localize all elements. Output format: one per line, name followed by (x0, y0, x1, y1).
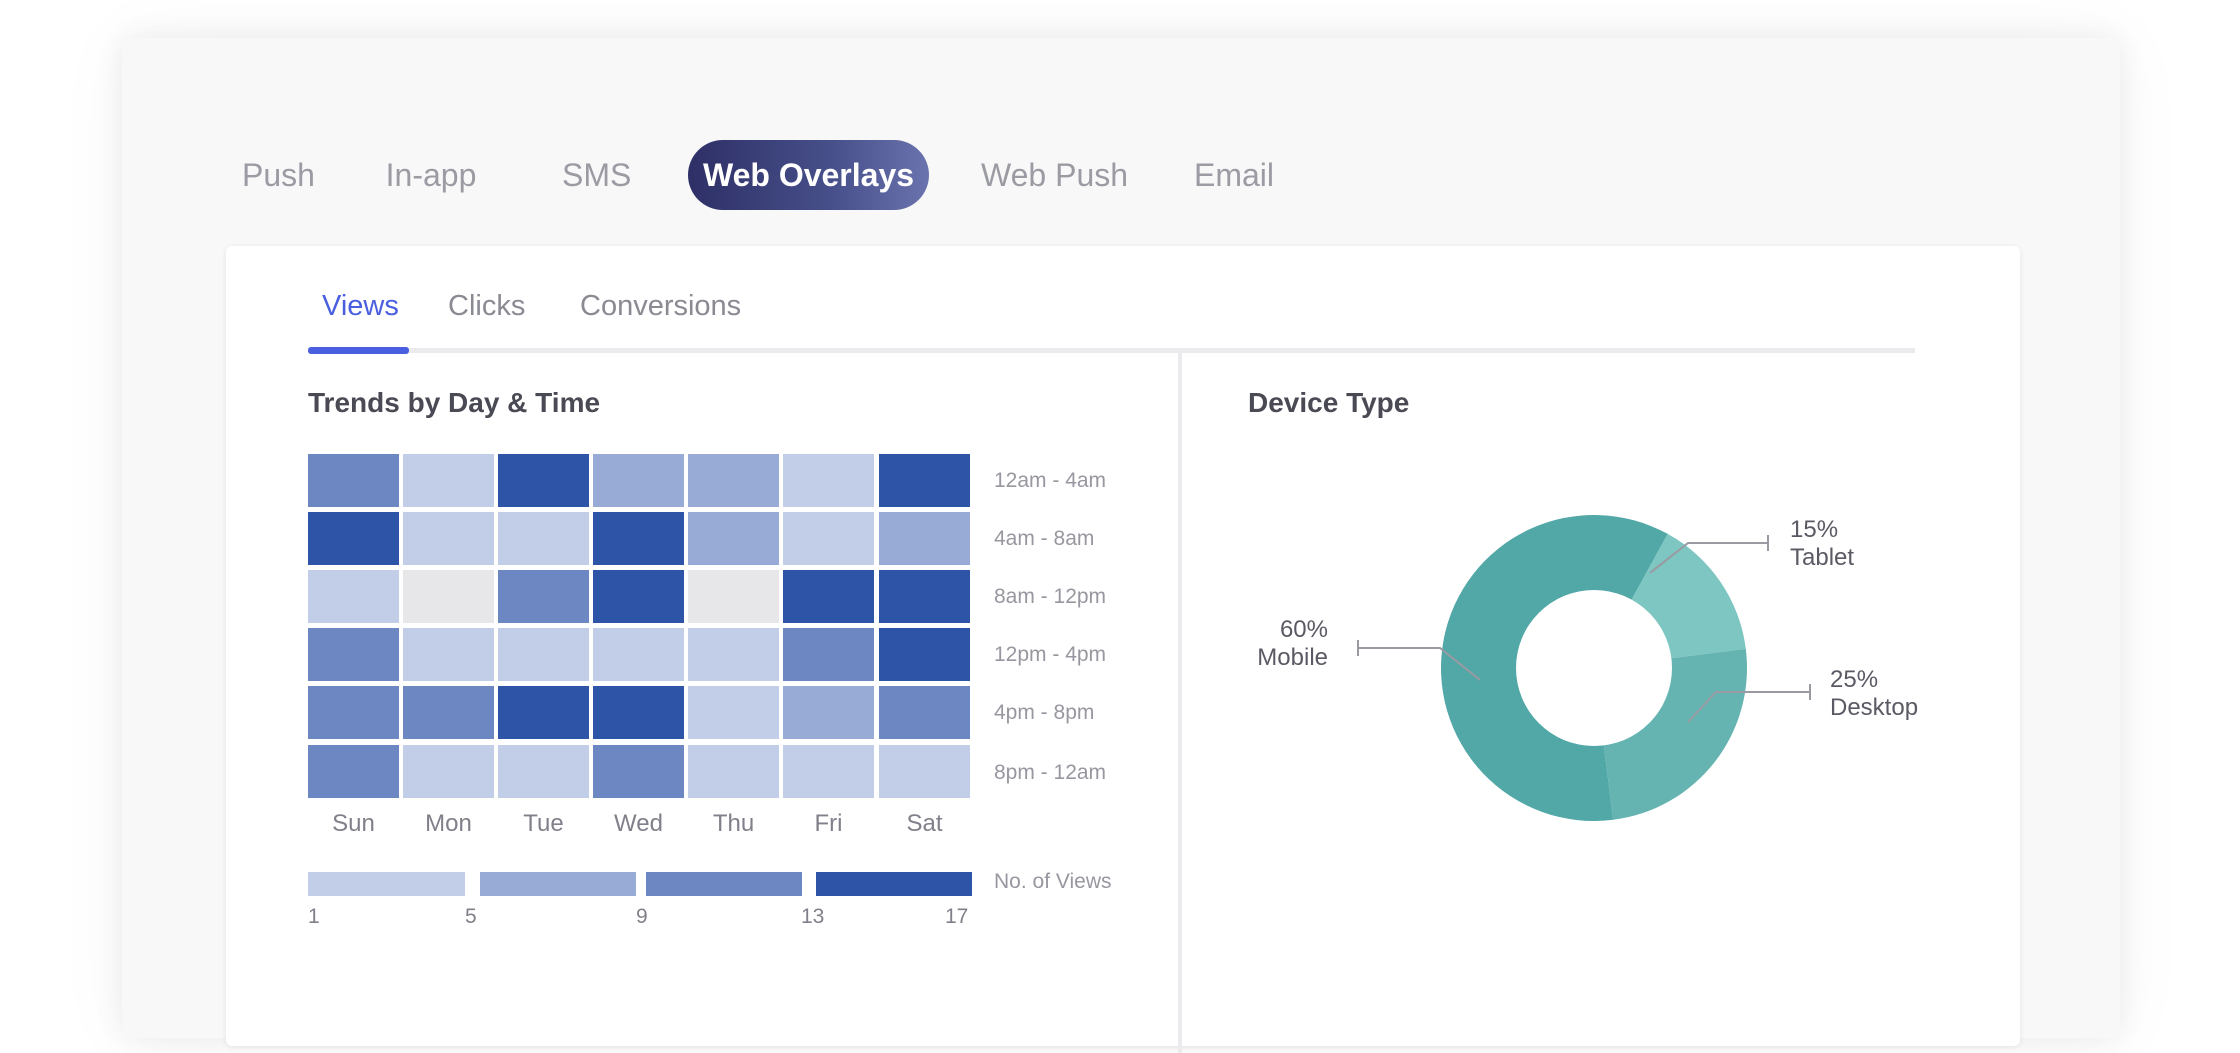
heatmap-cell (879, 686, 970, 739)
heatmap-cell (593, 745, 684, 798)
heatmap-cell (879, 454, 970, 507)
day-label: Fri (814, 810, 843, 837)
heatmap-cell (688, 686, 779, 739)
tab-web-overlays[interactable]: Web Overlays (688, 140, 929, 210)
heatmap-cell (403, 628, 494, 681)
tab-in-app[interactable]: In-app (385, 157, 477, 193)
day-label: Mon (425, 810, 472, 837)
heatmap-cell (403, 454, 494, 507)
heatmap-cell (688, 570, 779, 623)
row-label: 4am - 8am (994, 527, 1095, 550)
mobile-percent: 60% (1279, 616, 1328, 643)
legend-swatch-1 (308, 872, 465, 896)
heatmap-cell (403, 686, 494, 739)
day-label: Sun (332, 810, 375, 837)
heatmap-cell (403, 512, 494, 565)
legend-swatch-4 (816, 872, 972, 896)
desktop-percent: 25% (1830, 666, 1879, 693)
heatmap-cell (879, 570, 970, 623)
heatmap-title: Trends by Day & Time (308, 387, 601, 418)
tab-conversions[interactable]: Conversions (580, 290, 742, 322)
heatmap-cell (688, 628, 779, 681)
heatmap-cell (498, 745, 589, 798)
day-label: Sat (906, 810, 943, 837)
heatmap-cell (593, 686, 684, 739)
heatmap-cell (593, 512, 684, 565)
legend-swatch-2 (480, 872, 636, 896)
legend-title: No. of Views (994, 870, 1112, 893)
tablet-name: Tablet (1790, 544, 1855, 571)
legend-tick: 17 (945, 905, 969, 928)
analytics-panel (226, 246, 2020, 1046)
heatmap-cell (593, 628, 684, 681)
heatmap-cell (783, 686, 874, 739)
tab-views[interactable]: Views (322, 290, 399, 322)
legend-swatch-3 (646, 872, 802, 896)
legend-tick: 1 (308, 905, 320, 928)
heatmap-cell (498, 454, 589, 507)
active-tab-indicator (308, 347, 409, 354)
device-type-title: Device Type (1248, 387, 1410, 418)
tab-sms[interactable]: SMS (562, 157, 632, 193)
tab-push[interactable]: Push (242, 157, 315, 193)
heatmap-cell (498, 512, 589, 565)
heatmap-cell (593, 570, 684, 623)
day-label: Wed (614, 810, 663, 837)
desktop-name: Desktop (1830, 694, 1919, 721)
heatmap-cell (308, 454, 399, 507)
tab-email[interactable]: Email (1193, 157, 1274, 193)
tab-web-push[interactable]: Web Push (981, 157, 1129, 193)
heatmap-cell (403, 570, 494, 623)
heatmap-cell (593, 454, 684, 507)
heatmap-cell (783, 512, 874, 565)
heatmap-cell (308, 570, 399, 623)
mobile-name: Mobile (1257, 644, 1328, 671)
heatmap-cell (783, 570, 874, 623)
metric-tab-bar: Views Clicks Conversions (308, 290, 1915, 350)
mobile-label: 60% Mobile (1256, 616, 1328, 672)
row-label: 12pm - 4pm (994, 643, 1107, 666)
day-label: Tue (523, 810, 564, 837)
heatmap-cell (308, 512, 399, 565)
heatmap-cell (403, 745, 494, 798)
row-label: 4pm - 8pm (994, 701, 1095, 724)
row-label: 8am - 12pm (994, 585, 1107, 608)
heatmap-cell (688, 745, 779, 798)
heatmap-cell (879, 628, 970, 681)
heatmap-cell (308, 745, 399, 798)
day-label: Thu (712, 810, 755, 837)
heatmap-cell (498, 570, 589, 623)
heatmap-cell (688, 454, 779, 507)
tab-clicks[interactable]: Clicks (448, 290, 526, 322)
heatmap-cell (308, 686, 399, 739)
tablet-label: 15% Tablet (1790, 516, 1854, 572)
heatmap-cell (879, 745, 970, 798)
tablet-percent: 15% (1790, 516, 1839, 543)
heatmap-cell (498, 628, 589, 681)
heatmap-cell (783, 628, 874, 681)
row-label: 8pm - 12am (994, 761, 1107, 784)
legend-tick: 9 (636, 905, 648, 928)
legend-tick: 13 (801, 905, 825, 928)
desktop-label: 25% Desktop (1830, 666, 1918, 722)
heatmap-cell (879, 512, 970, 565)
heatmap-cell (308, 628, 399, 681)
heatmap-cell (783, 454, 874, 507)
legend-tick: 5 (465, 905, 477, 928)
tab-underline-track (308, 348, 1915, 353)
heatmap-cell (783, 745, 874, 798)
heatmap-cell (498, 686, 589, 739)
heatmap-cell (688, 512, 779, 565)
row-label: 12am - 4am (994, 469, 1107, 492)
panel-divider (1178, 353, 1182, 1053)
